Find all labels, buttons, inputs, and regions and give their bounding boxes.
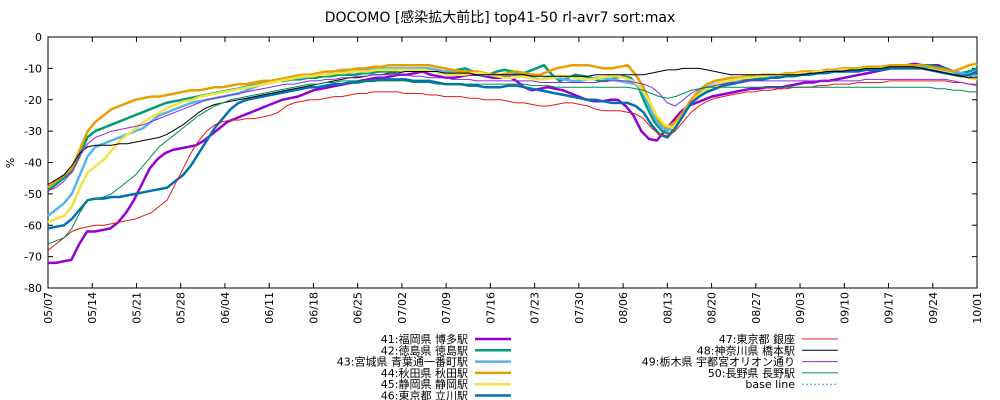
series-line-5 — [47, 67, 978, 224]
y-tick-label: -40 — [24, 157, 42, 170]
legend-label: 50:長野県 長野駅 — [708, 367, 795, 380]
x-tick-label: 05/14 — [86, 292, 99, 324]
series-line-9 — [47, 74, 978, 192]
legend-label: 48:神奈川県 橋本駅 — [697, 343, 795, 357]
x-tick-label: 06/11 — [263, 292, 276, 324]
y-tick-label: -20 — [24, 94, 42, 107]
x-tick-label: 05/28 — [175, 292, 188, 324]
x-tick-label: 07/23 — [529, 292, 542, 324]
x-tick-label: 06/25 — [352, 292, 365, 324]
x-tick-label: 09/24 — [927, 292, 940, 324]
legend-label: 46:東京都 立川駅 — [381, 389, 468, 400]
legend-label: 41:福岡県 博多駅 — [381, 332, 468, 346]
x-tick-label: 07/30 — [573, 292, 586, 324]
legend-label: 45:静岡県 静岡駅 — [381, 377, 468, 391]
y-tick-label: -70 — [24, 251, 42, 264]
x-tick-label: 05/07 — [42, 292, 55, 324]
x-tick-label: 09/10 — [838, 292, 851, 324]
y-tick-label: -80 — [24, 282, 42, 295]
y-tick-label: -10 — [24, 62, 42, 75]
x-tick-label: 08/20 — [706, 292, 719, 324]
x-tick-label: 08/13 — [661, 292, 674, 324]
legend-label: base line — [745, 378, 795, 391]
series-line-8 — [47, 66, 977, 185]
y-tick-label: 0 — [35, 31, 42, 44]
x-tick-label: 05/21 — [130, 292, 143, 324]
legend-label: 44:秋田県 秋田駅 — [381, 366, 468, 380]
series-lines — [47, 62, 978, 265]
y-axis-label: % — [4, 158, 17, 168]
series-line-10 — [47, 80, 977, 245]
x-tick-label: 08/27 — [750, 292, 763, 324]
y-tick-label: -60 — [24, 219, 42, 232]
legend-label: 43:宮城県 青葉通一番町駅 — [337, 355, 468, 369]
chart-title: DOCOMO [感染拡大前比] top41-50 rl-avr7 sort:ma… — [325, 9, 676, 26]
series-line-1 — [48, 62, 978, 265]
x-tick-label: 06/04 — [219, 292, 232, 324]
x-tick-label: 09/03 — [794, 292, 807, 324]
x-tick-label: 06/18 — [307, 292, 320, 324]
series-line-6 — [47, 67, 978, 230]
x-tick-label: 08/06 — [617, 292, 630, 324]
series-line-7 — [47, 80, 977, 251]
x-tick-label: 07/16 — [484, 292, 497, 324]
legend-label: 42:徳島県 徳島駅 — [381, 343, 468, 357]
y-tick-label: -50 — [24, 188, 42, 201]
x-tick-label: 07/09 — [440, 292, 453, 324]
x-tick-label: 10/01 — [971, 292, 984, 324]
x-tick-label: 07/02 — [396, 292, 409, 324]
legend-label: 47:東京都 銀座 — [719, 332, 795, 346]
series-line-3 — [47, 65, 978, 217]
y-tick-label: -30 — [24, 125, 42, 138]
legend-label: 49:栃木県 宇都宮オリオン通り — [642, 355, 795, 369]
x-tick-label: 09/17 — [883, 292, 896, 324]
